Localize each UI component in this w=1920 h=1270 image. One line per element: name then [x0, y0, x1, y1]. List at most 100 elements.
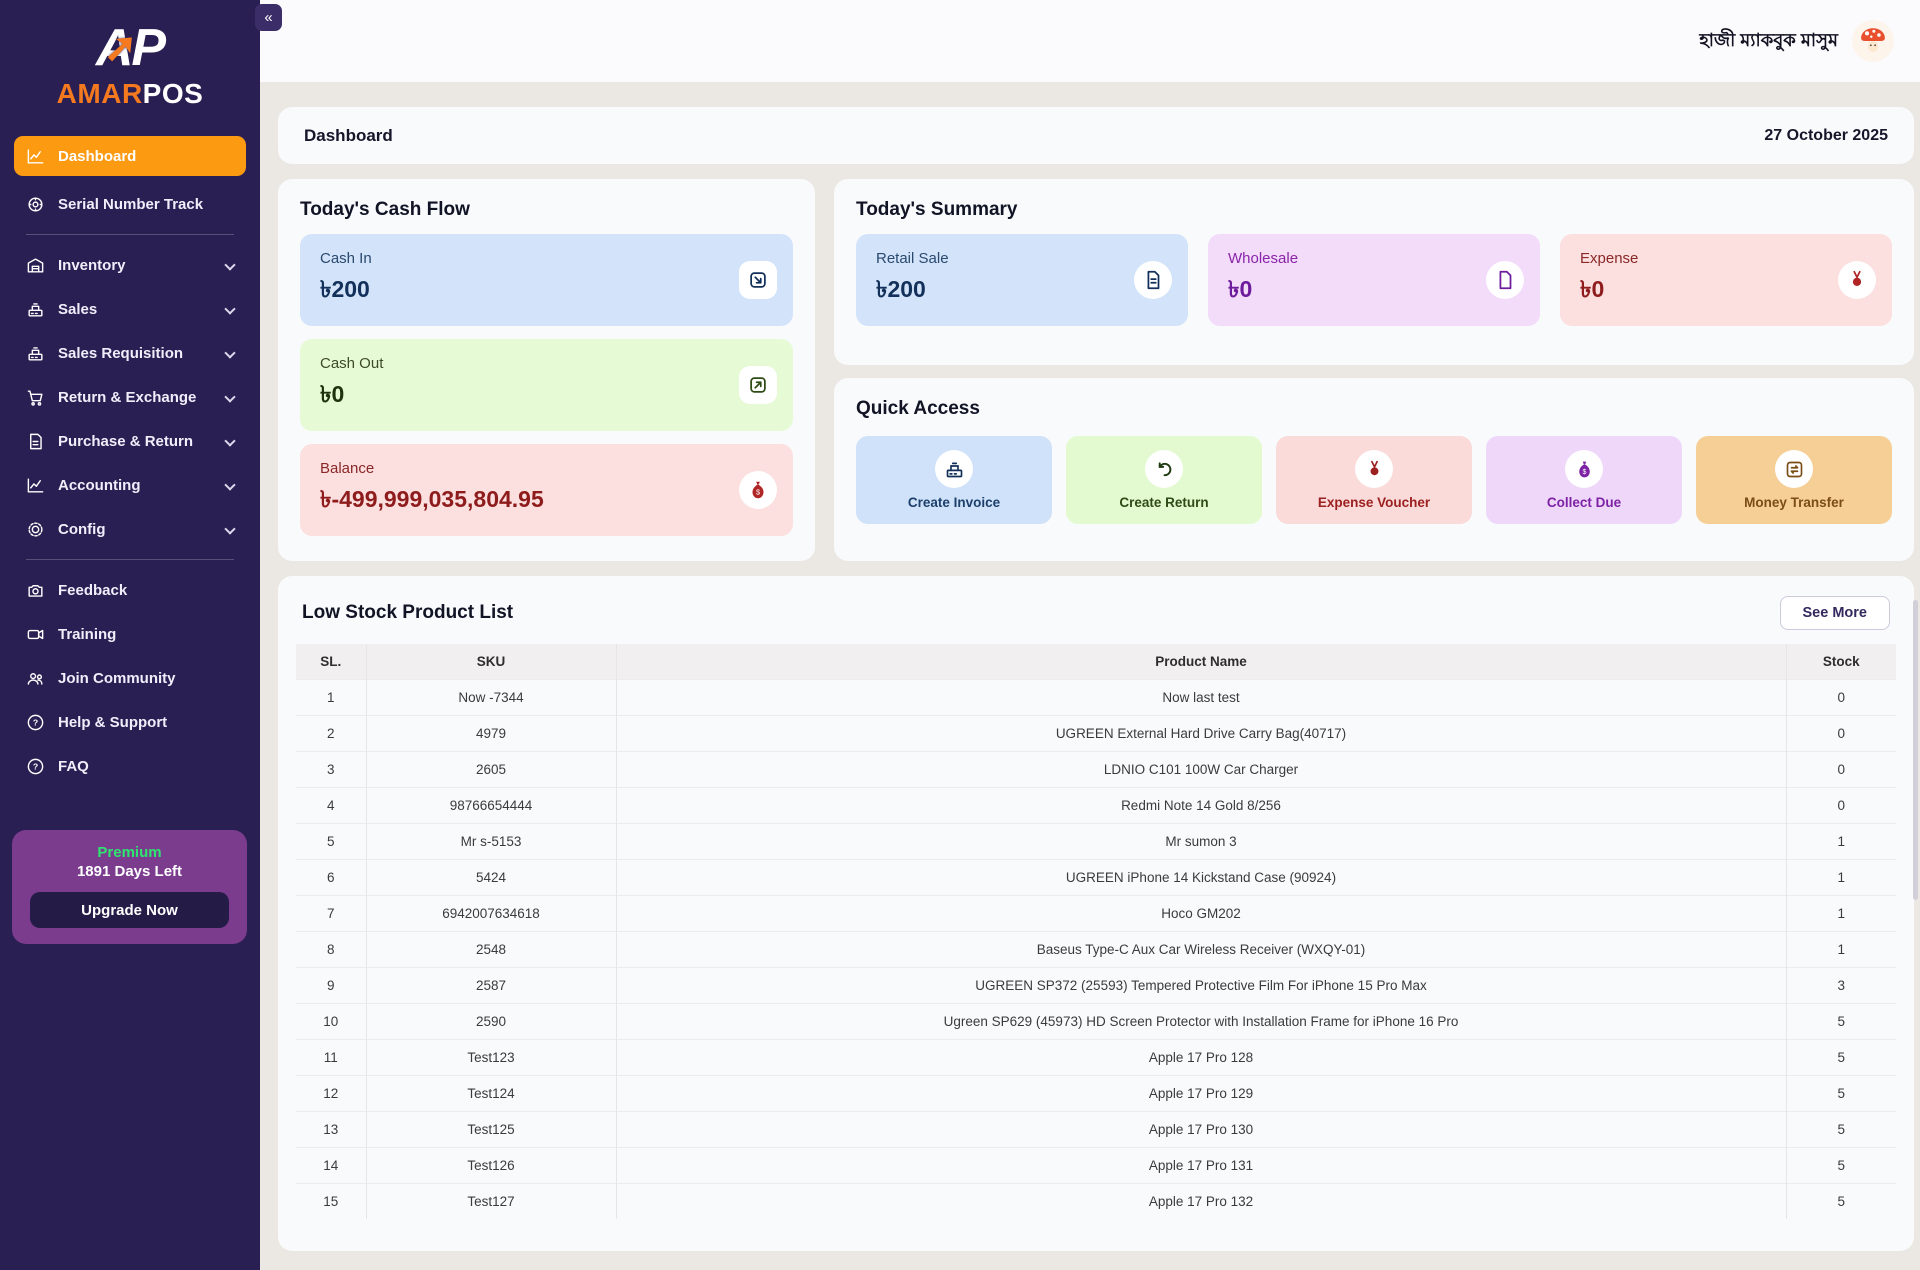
chart-line-icon	[26, 476, 45, 495]
chevron-down-icon	[224, 347, 236, 359]
cart-icon	[26, 388, 45, 407]
expense-voucher-button[interactable]: Expense Voucher	[1276, 436, 1472, 524]
mushroom-avatar[interactable]	[1852, 20, 1894, 62]
stock-cell: 0	[1786, 787, 1896, 824]
table-row: 15 Test127 Apple 17 Pro 132 5	[296, 1183, 1896, 1219]
stock-cell: 1	[1786, 823, 1896, 860]
money-bag-icon: $	[1565, 450, 1603, 488]
cash-register-icon	[26, 344, 45, 363]
sidebar-item-accounting[interactable]: Accounting	[0, 463, 260, 507]
product-name-cell: UGREEN SP372 (25593) Tempered Protective…	[616, 967, 1787, 1004]
sidebar-item-return-exchange[interactable]: Return & Exchange	[0, 375, 260, 419]
column-header-sku: SKU	[366, 644, 617, 680]
sidebar-item-inventory[interactable]: Inventory	[0, 243, 260, 287]
medal-icon	[1838, 261, 1876, 299]
table-row: 8 2548 Baseus Type-C Aux Car Wireless Rece…	[296, 931, 1896, 968]
expense-card: Expense ৳0	[1560, 234, 1892, 326]
sku-cell: Test123	[366, 1039, 617, 1076]
dashboard-content: Dashboard 27 October 2025 Today's Cash F…	[260, 82, 1920, 1251]
stock-cell: 0	[1786, 751, 1896, 788]
table-row: 1 Now -7344 Now last test 0	[296, 679, 1896, 716]
create-return-button[interactable]: Create Return	[1066, 436, 1262, 524]
page-title: Dashboard	[304, 125, 393, 145]
expense-value: ৳0	[1580, 276, 1605, 302]
table-row: 4 98766654444 Redmi Note 14 Gold 8/256 0	[296, 787, 1896, 824]
chevron-down-icon	[224, 479, 236, 491]
sku-cell: Mr s-5153	[366, 823, 617, 860]
stock-cell: 3	[1786, 967, 1896, 1004]
stock-cell: 1	[1786, 895, 1896, 932]
sidebar-collapse-button[interactable]: «	[255, 4, 282, 31]
sku-cell: Test127	[366, 1183, 617, 1219]
arrow-out-of-box-icon	[739, 366, 777, 404]
users-icon	[26, 669, 45, 688]
sl-cell: 11	[296, 1039, 367, 1076]
page-scrollbar[interactable]	[1913, 600, 1918, 900]
sidebar-item-purchase-return[interactable]: Purchase & Return	[0, 419, 260, 463]
sidebar-item-serial-number-track[interactable]: Serial Number Track	[0, 182, 260, 226]
sidebar-item-training[interactable]: Training	[0, 612, 260, 656]
see-more-button[interactable]: See More	[1779, 596, 1890, 630]
product-name-cell: Redmi Note 14 Gold 8/256	[616, 787, 1787, 824]
cash-in-value: ৳200	[320, 276, 370, 302]
quick-access-title: Quick Access	[856, 398, 980, 419]
product-name-cell: Apple 17 Pro 132	[616, 1183, 1787, 1219]
cash-in-label: Cash In	[320, 250, 372, 267]
sku-cell: 5424	[366, 859, 617, 896]
sl-cell: 3	[296, 751, 367, 788]
wholesale-label: Wholesale	[1228, 250, 1299, 267]
sidebar-divider	[26, 559, 234, 560]
summary-section: Today's Summary Retail Sale ৳200 Wholesa…	[834, 179, 1914, 365]
stock-cell: 5	[1786, 1183, 1896, 1219]
sidebar: AP ➚ AMARPOS Dashboard Serial Number Trac…	[0, 0, 260, 1270]
video-icon	[26, 625, 45, 644]
product-name-cell: Now last test	[616, 679, 1787, 716]
low-stock-title: Low Stock Product List	[302, 602, 514, 623]
stock-cell: 5	[1786, 1147, 1896, 1184]
table-row: 11 Test123 Apple 17 Pro 128 5	[296, 1039, 1896, 1076]
trend-arrow-icon: ➚	[103, 26, 137, 70]
product-name-cell: Mr sumon 3	[616, 823, 1787, 860]
table-row: 12 Test124 Apple 17 Pro 129 5	[296, 1075, 1896, 1112]
sku-cell: 98766654444	[366, 787, 617, 824]
sidebar-item-dashboard[interactable]: Dashboard	[14, 136, 246, 176]
collect-due-button[interactable]: $ Collect Due	[1486, 436, 1682, 524]
svg-text:?: ?	[33, 761, 38, 771]
sidebar-item-config[interactable]: Config	[0, 507, 260, 551]
retail-sale-label: Retail Sale	[876, 250, 949, 267]
product-name-cell: Apple 17 Pro 129	[616, 1075, 1787, 1112]
sl-cell: 8	[296, 931, 367, 968]
money-transfer-button[interactable]: Money Transfer	[1696, 436, 1892, 524]
sidebar-item-feedback[interactable]: Feedback	[0, 568, 260, 612]
sl-cell: 15	[296, 1183, 367, 1219]
stock-cell: 1	[1786, 859, 1896, 896]
upgrade-now-button[interactable]: Upgrade Now	[30, 892, 229, 928]
chevron-down-icon	[224, 435, 236, 447]
sl-cell: 12	[296, 1075, 367, 1112]
chart-line-icon	[26, 147, 45, 166]
create-invoice-button[interactable]: Create Invoice	[856, 436, 1052, 524]
table-row: 6 5424 UGREEN iPhone 14 Kickstand Case (90…	[296, 859, 1896, 896]
sidebar-item-sales-requisition[interactable]: Sales Requisition	[0, 331, 260, 375]
wholesale-value: ৳0	[1228, 276, 1253, 302]
sidebar-item-faq[interactable]: ? FAQ	[0, 744, 260, 788]
sidebar-item-sales[interactable]: Sales	[0, 287, 260, 331]
question-circle-icon: ?	[26, 757, 45, 776]
sidebar-item-join-community[interactable]: Join Community	[0, 656, 260, 700]
cash-out-value: ৳0	[320, 381, 345, 407]
svg-text:$: $	[1582, 468, 1586, 475]
balance-card: Balance ৳-499,999,035,804.95 $	[300, 444, 793, 536]
sl-cell: 1	[296, 679, 367, 716]
sidebar-item-help-support[interactable]: ? Help & Support	[0, 700, 260, 744]
arrow-into-box-icon	[739, 261, 777, 299]
cash-flow-title: Today's Cash Flow	[300, 199, 470, 220]
table-row: 10 2590 Ugreen SP629 (45973) HD Screen Pro…	[296, 1003, 1896, 1040]
sku-cell: 4979	[366, 715, 617, 752]
expense-label: Expense	[1580, 250, 1639, 267]
premium-days-left: 1891 Days Left	[76, 863, 183, 880]
stock-cell: 0	[1786, 715, 1896, 752]
cash-register-icon	[26, 300, 45, 319]
sl-cell: 4	[296, 787, 367, 824]
cash-in-card: Cash In ৳200	[300, 234, 793, 326]
cash-out-label: Cash Out	[320, 355, 384, 372]
